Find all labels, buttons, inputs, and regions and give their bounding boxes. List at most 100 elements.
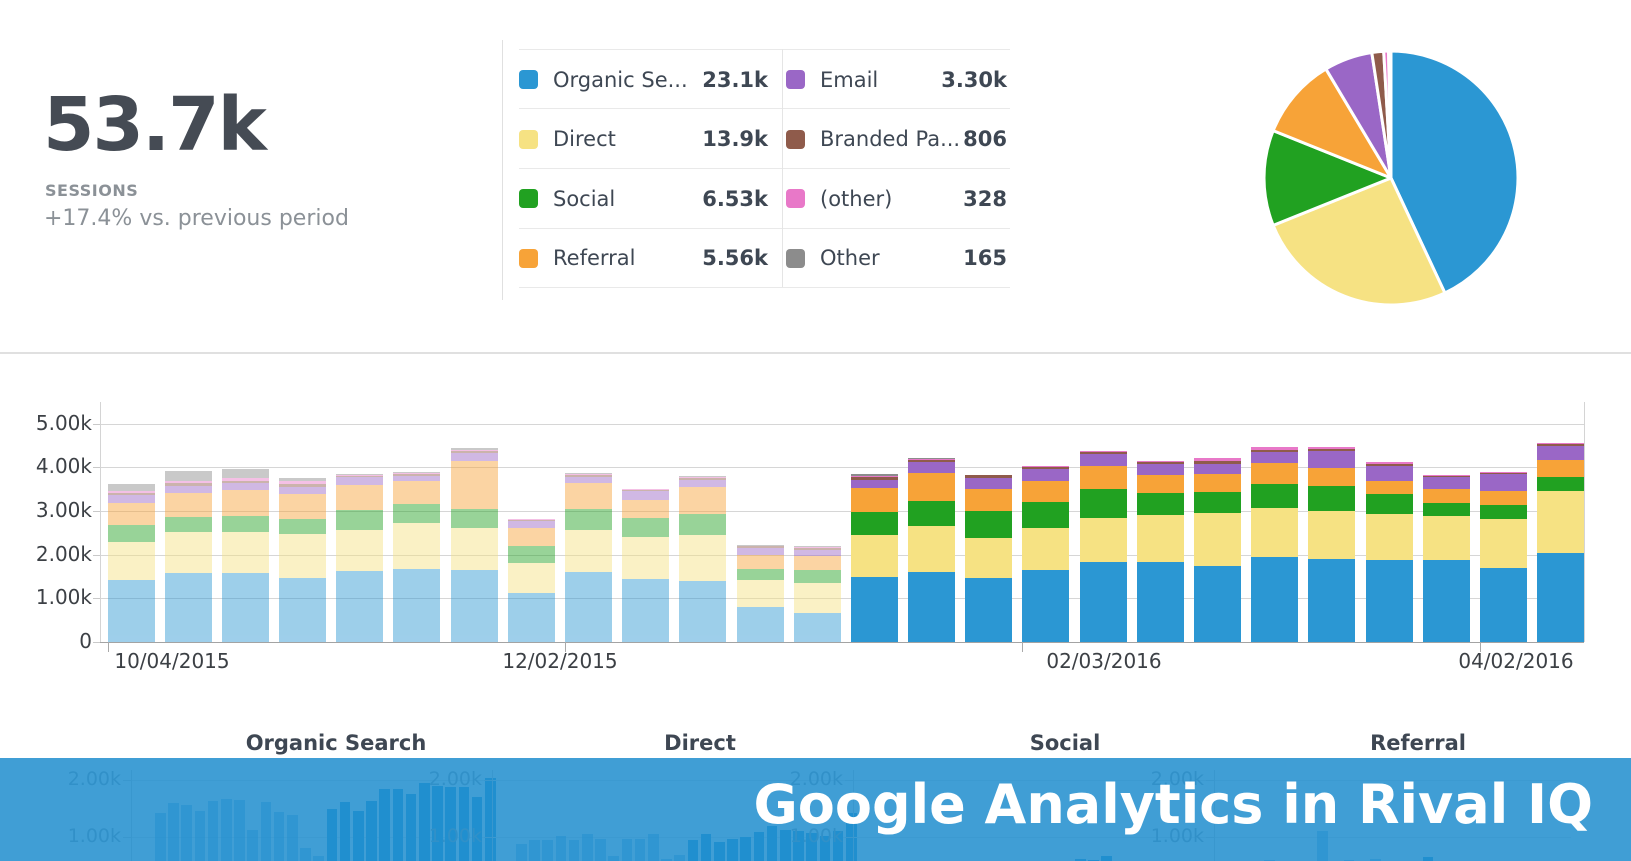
plot-left-border [100, 402, 101, 642]
segment-other_paid [164, 480, 212, 484]
segment-organic [164, 572, 212, 642]
segment-branded [793, 548, 841, 551]
segment-referral [450, 460, 498, 509]
segment-referral [1193, 474, 1241, 493]
legend-item-value: 5.56k [702, 246, 768, 270]
segment-social [736, 569, 784, 581]
segment-other_paid [336, 474, 384, 476]
pie-slice-referral[interactable] [1271, 67, 1393, 180]
mini-chart-header: Referral [1370, 731, 1466, 755]
segment-social [336, 509, 384, 530]
segment-direct [679, 535, 727, 582]
legend-item-social[interactable]: Social 6.53k [519, 169, 768, 228]
stacked-bar-week-2[interactable] [164, 470, 212, 642]
stacked-bar-week-16[interactable] [965, 475, 1013, 642]
stacked-bar-week-13[interactable] [793, 546, 841, 642]
segment-organic [336, 570, 384, 642]
stacked-bar-week-18[interactable] [1079, 450, 1127, 642]
segment-referral [793, 556, 841, 570]
stacked-bar-week-4[interactable] [279, 478, 326, 642]
stacked-bar-week-25[interactable] [1479, 471, 1527, 642]
segment-referral [393, 481, 441, 505]
stacked-bar-week-3[interactable] [221, 469, 269, 642]
legend-item-other[interactable]: Other 165 [786, 229, 1007, 288]
segment-direct [1422, 516, 1470, 561]
segment-email [279, 486, 326, 495]
legend-item-direct[interactable]: Direct 13.9k [519, 110, 768, 169]
segment-other_paid [393, 473, 441, 474]
legend-item-value: 13.9k [702, 127, 768, 151]
pie-slice-organic[interactable] [1389, 49, 1520, 295]
segment-referral [908, 473, 955, 502]
segment-social [164, 516, 212, 532]
stacked-bar-week-22[interactable] [1308, 447, 1356, 642]
plot-right-border [1584, 402, 1585, 642]
stacked-bar-week-12[interactable] [736, 545, 784, 642]
segment-other_paid [1537, 442, 1584, 445]
stacked-bar-week-5[interactable] [336, 474, 384, 642]
segment-email [221, 482, 269, 490]
segment-organic [1193, 565, 1241, 642]
y-axis-tick [93, 554, 100, 556]
legend-row-line [519, 168, 1010, 169]
segment-organic [850, 576, 898, 642]
y-axis-tick [93, 423, 100, 425]
segment-other_paid [107, 491, 155, 494]
gridline [100, 423, 1584, 425]
segment-other_paid [908, 459, 955, 460]
legend-item-referral[interactable]: Referral 5.56k [519, 229, 768, 288]
segment-social [1308, 485, 1356, 512]
legend-item-other_paid[interactable]: (other) 328 [786, 169, 1007, 228]
segment-branded [1193, 461, 1241, 465]
segment-organic [679, 581, 727, 642]
stacked-bar-week-26[interactable] [1537, 442, 1584, 642]
stacked-bar-week-8[interactable] [507, 518, 555, 642]
segment-branded [965, 475, 1013, 479]
legend-item-email[interactable]: Email 3.30k [786, 50, 1007, 109]
stacked-bar-week-15[interactable] [908, 458, 955, 642]
segment-other [107, 484, 155, 492]
stacked-bar-week-24[interactable] [1422, 474, 1470, 642]
stacked-bar-week-21[interactable] [1251, 447, 1299, 642]
mini-chart-header: Direct [664, 731, 736, 755]
y-axis-tick [93, 642, 100, 643]
segment-direct [279, 533, 326, 579]
segment-direct [450, 527, 498, 570]
legend-item-organic[interactable]: Organic Se... 23.1k [519, 50, 768, 109]
segment-direct [850, 535, 898, 577]
stacked-bar-week-6[interactable] [393, 472, 441, 642]
segment-branded [221, 480, 269, 483]
segment-branded [1136, 461, 1184, 464]
pie-slice-social[interactable] [1262, 129, 1393, 227]
stacked-bar-week-10[interactable] [622, 488, 670, 642]
segment-social [450, 508, 498, 528]
pie-slice-other[interactable] [1387, 49, 1393, 180]
segment-email [1422, 477, 1470, 490]
stacked-bar-week-17[interactable] [1022, 466, 1070, 642]
pie-slice-direct[interactable] [1271, 176, 1447, 307]
stacked-bar-week-7[interactable] [450, 447, 498, 642]
legend-row-line [519, 108, 1010, 109]
segment-email [908, 461, 955, 474]
stacked-bar-week-20[interactable] [1193, 458, 1241, 642]
segment-other [450, 447, 498, 450]
segment-email [336, 477, 384, 485]
segment-referral [107, 503, 155, 526]
legend-item-branded[interactable]: Branded Pa... 806 [786, 110, 1007, 169]
segment-referral [221, 489, 269, 516]
stacked-bar-week-9[interactable] [564, 473, 612, 642]
organic-swatch-icon [519, 70, 538, 89]
stacked-bar-week-19[interactable] [1136, 460, 1184, 642]
segment-other [164, 470, 212, 481]
segment-referral [1251, 462, 1299, 484]
segment-direct [164, 531, 212, 573]
stacked-bar-week-14[interactable] [850, 473, 898, 642]
segment-other_paid [1308, 447, 1356, 450]
stacked-bar-week-11[interactable] [679, 475, 727, 642]
segment-email [850, 479, 898, 489]
segment-email [107, 494, 155, 504]
segment-organic [1079, 561, 1127, 642]
stacked-bar-week-23[interactable] [1365, 462, 1413, 642]
stacked-bar-week-1[interactable] [107, 484, 155, 642]
legend-item-label: Social [553, 186, 616, 211]
